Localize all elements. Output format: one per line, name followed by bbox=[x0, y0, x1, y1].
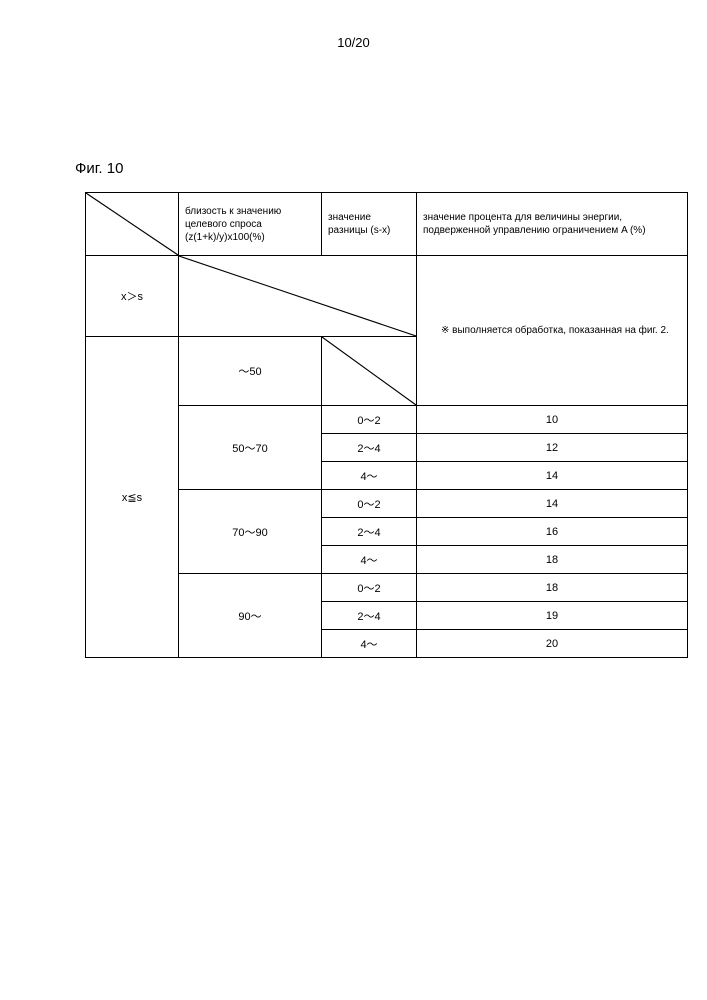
cell-val: 16 bbox=[417, 518, 688, 546]
cell-val: 12 bbox=[417, 434, 688, 462]
cell-diff: 4～ bbox=[322, 630, 417, 658]
cell-val: 14 bbox=[417, 462, 688, 490]
header-diag-cell bbox=[86, 193, 179, 256]
figure-label: Фиг. 10 bbox=[75, 160, 707, 177]
cell-diff: 4～ bbox=[322, 546, 417, 574]
cell-diff: 0～2 bbox=[322, 490, 417, 518]
header-diff: значение разницы (s-x) bbox=[322, 193, 417, 256]
cell-range-50: ～50 bbox=[179, 337, 322, 406]
table-header-row: близость к значению целевого спроса (z(1… bbox=[86, 193, 688, 256]
cell-diff: 0～2 bbox=[322, 406, 417, 434]
cell-note: ※ выполняется обработка, показанная на ф… bbox=[417, 256, 688, 406]
row-x-gt-s: x＞s ※ выполняется обработка, показанная … bbox=[86, 256, 688, 337]
cell-diff: 2～4 bbox=[322, 602, 417, 630]
header-percent: значение процента для величины энергии, … bbox=[417, 193, 688, 256]
cell-range-90: 90～ bbox=[179, 574, 322, 658]
cell-xgs-diag bbox=[179, 256, 417, 337]
page-number: 10/20 bbox=[0, 0, 707, 50]
data-table: близость к значению целевого спроса (z(1… bbox=[85, 192, 688, 658]
cell-xgs: x＞s bbox=[86, 256, 179, 337]
cell-xles: x≦s bbox=[86, 337, 179, 658]
cell-diff: 2～4 bbox=[322, 434, 417, 462]
cell-val: 18 bbox=[417, 574, 688, 602]
cell-50-diag bbox=[322, 337, 417, 406]
cell-val: 14 bbox=[417, 490, 688, 518]
cell-diff: 4～ bbox=[322, 462, 417, 490]
cell-val: 19 bbox=[417, 602, 688, 630]
cell-diff: 2～4 bbox=[322, 518, 417, 546]
cell-range-7090: 70～90 bbox=[179, 490, 322, 574]
cell-val: 10 bbox=[417, 406, 688, 434]
cell-val: 20 bbox=[417, 630, 688, 658]
cell-diff: 0～2 bbox=[322, 574, 417, 602]
cell-range-5070: 50～70 bbox=[179, 406, 322, 490]
header-proximity: близость к значению целевого спроса (z(1… bbox=[179, 193, 322, 256]
cell-val: 18 bbox=[417, 546, 688, 574]
